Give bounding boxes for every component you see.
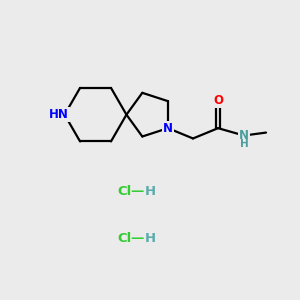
Text: —: — — [130, 185, 143, 198]
Text: —: — — [130, 232, 143, 245]
Text: N: N — [163, 122, 173, 135]
Text: Cl: Cl — [118, 185, 132, 198]
Text: H: H — [145, 232, 156, 245]
Text: H: H — [145, 185, 156, 198]
Text: Cl: Cl — [118, 232, 132, 245]
Text: H: H — [240, 140, 248, 149]
Text: O: O — [213, 94, 223, 107]
Text: N: N — [239, 129, 249, 142]
Text: HN: HN — [50, 108, 69, 121]
